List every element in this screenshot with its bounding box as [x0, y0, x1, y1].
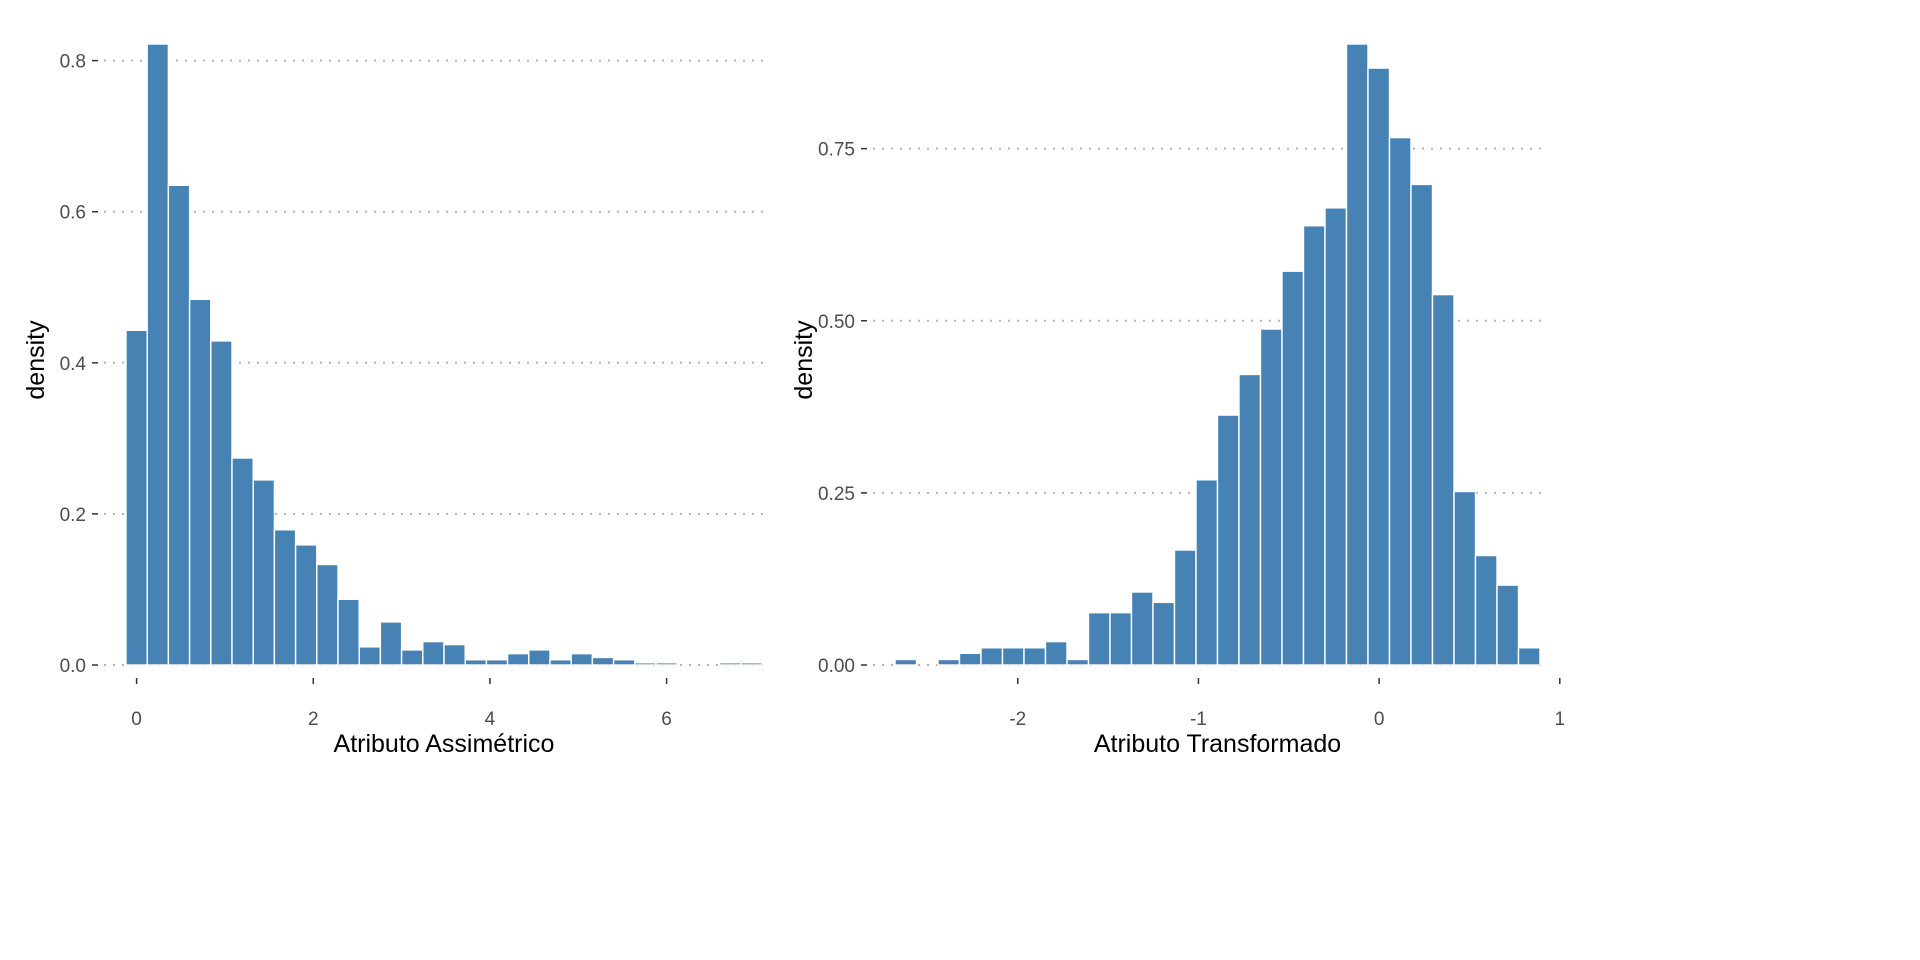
histogram-bar	[1431, 293, 1455, 666]
histogram-bar	[1216, 414, 1240, 666]
histogram-bar	[188, 298, 212, 666]
histogram-bar	[1023, 647, 1047, 666]
histogram-bar	[485, 659, 509, 666]
y-tick-label: 0.25	[818, 484, 855, 505]
histogram-bar	[1130, 591, 1154, 666]
histogram-bar	[231, 457, 254, 666]
x-tick-label: 6	[661, 709, 672, 730]
histogram-bar	[570, 652, 594, 666]
histogram-bar	[1087, 611, 1111, 666]
x-tick-label: -1	[1190, 709, 1207, 730]
histogram-bar	[252, 479, 276, 666]
y-tick-label: 0.50	[818, 312, 855, 333]
histogram-bar	[1066, 658, 1090, 666]
histogram-bar	[1453, 490, 1477, 666]
x-tick-label: -2	[1009, 709, 1026, 730]
histogram-bar	[1238, 373, 1262, 666]
histogram-bar	[1281, 270, 1305, 666]
x-tick-label: 0	[1374, 709, 1385, 730]
histogram-bar	[337, 598, 360, 666]
histogram-bar	[980, 647, 1004, 666]
histogram-bar	[316, 563, 339, 666]
histogram-bar	[655, 662, 678, 666]
histogram-bar	[1474, 554, 1498, 666]
histogram-bar	[443, 643, 466, 666]
histogram-panel-transformed: 0.00 0.25 0.50 0.75 -2 -1 0 1 Atributo Transfo…	[790, 43, 1565, 758]
x-tick-label: 2	[308, 709, 319, 730]
histogram-bar	[167, 184, 191, 666]
histogram-bar	[210, 340, 233, 666]
histogram-bar	[1345, 43, 1369, 666]
histogram-bar	[294, 544, 318, 666]
histogram-bar	[1109, 611, 1133, 666]
histogram-bar	[464, 659, 488, 666]
histogram-bar	[125, 329, 148, 666]
y-tick-label: 0.0	[60, 656, 86, 677]
histogram-bar	[1173, 549, 1197, 666]
y-axis-title: density	[790, 320, 818, 400]
histogram-bar	[146, 43, 170, 666]
histogram-bar	[1388, 136, 1412, 666]
x-tick-label: 1	[1554, 709, 1565, 730]
histogram-bar	[400, 649, 424, 666]
histogram-bar	[1152, 601, 1176, 666]
y-axis-title: density	[22, 320, 50, 400]
histogram-bar	[1259, 328, 1283, 666]
x-axis-title: Atributo Transformado	[1094, 730, 1341, 758]
histogram-bar	[1517, 647, 1541, 666]
histogram-bar	[1044, 640, 1068, 666]
histogram-bars	[894, 43, 1541, 666]
y-tick-label: 0.00	[818, 656, 855, 677]
x-axis-ticks: 0 2 4 6	[131, 678, 672, 730]
histogram-bar	[1496, 584, 1520, 666]
x-axis-title: Atributo Assimétrico	[334, 730, 555, 758]
y-tick-label: 0.75	[818, 140, 855, 161]
histogram-bar	[549, 659, 572, 666]
histogram-bar	[937, 658, 961, 666]
histogram-bar	[591, 656, 615, 666]
y-tick-label: 0.6	[60, 203, 86, 224]
histogram-panel-skewed: 0.0 0.2 0.4 0.6 0.8 0 2 4 6 Atributo Assimétric…	[22, 43, 766, 758]
histogram-bar	[958, 652, 982, 666]
histogram-bar	[1195, 479, 1219, 666]
histogram-bar	[1302, 225, 1326, 666]
histogram-bar	[358, 646, 382, 666]
histogram-bar	[894, 658, 918, 666]
histogram-bar	[718, 662, 742, 666]
histogram-bar	[422, 640, 445, 666]
histogram-bar	[740, 662, 763, 666]
y-axis-ticks: 0.00 0.25 0.50 0.75	[818, 140, 867, 677]
histogram-bar	[1410, 183, 1434, 666]
histogram-bar	[506, 652, 530, 666]
histogram-bar	[1367, 67, 1391, 666]
histogram-bar	[528, 649, 551, 666]
x-tick-label: 4	[485, 709, 496, 730]
y-axis-ticks: 0.0 0.2 0.4 0.6 0.8	[60, 52, 98, 677]
histogram-bars	[125, 43, 763, 666]
histogram-bar	[634, 662, 657, 666]
y-tick-label: 0.8	[60, 52, 86, 73]
histogram-bar	[379, 621, 403, 666]
histogram-bar	[612, 659, 636, 666]
x-tick-label: 0	[131, 709, 142, 730]
histogram-bar	[1324, 207, 1348, 666]
y-tick-label: 0.2	[60, 505, 86, 526]
histogram-bar	[1001, 647, 1025, 666]
x-axis-ticks: -2 -1 0 1	[1009, 678, 1565, 730]
y-tick-label: 0.4	[60, 354, 87, 375]
histogram-bar	[273, 529, 297, 666]
